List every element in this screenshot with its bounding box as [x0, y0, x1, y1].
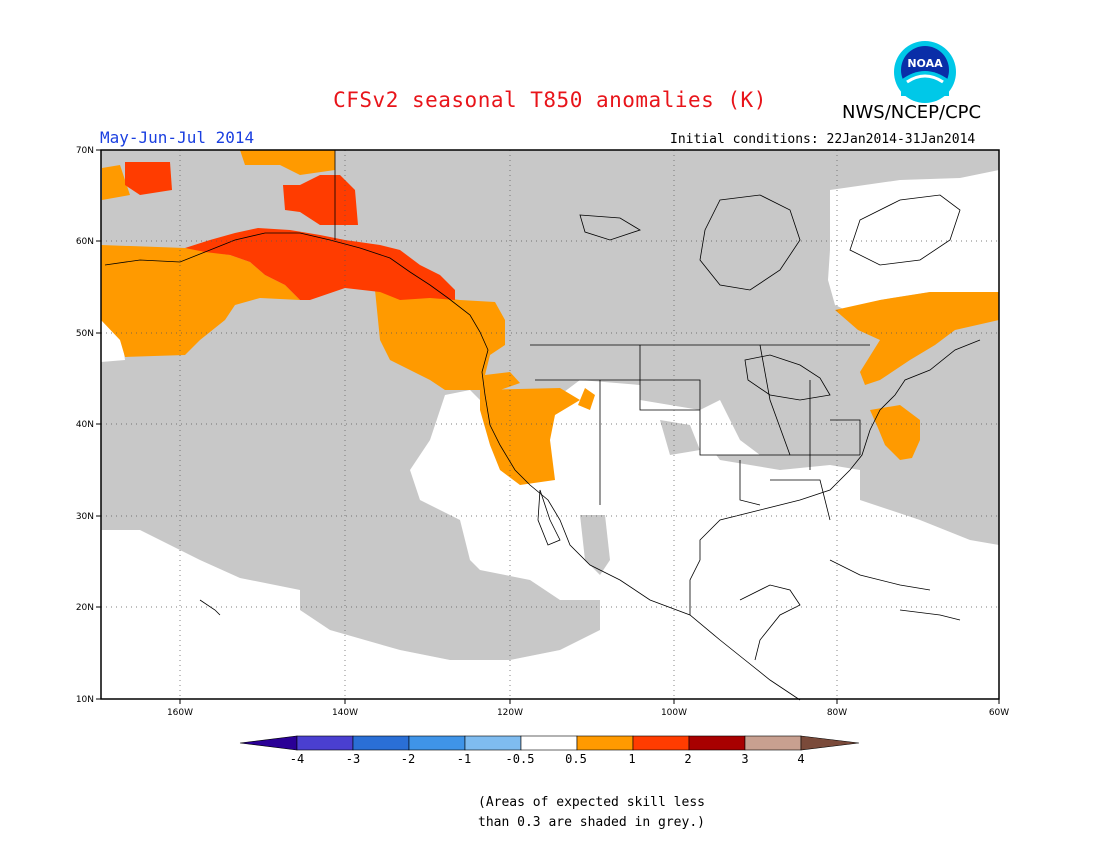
- lon-label-120w: 120W: [497, 708, 523, 718]
- colorbar-tick-labels: -4 -3 -2 -1 -0.5 0.5 1 2 3 4: [0, 752, 1100, 770]
- lon-label-60w: 60W: [989, 708, 1009, 718]
- colorbar-swatch: [296, 735, 354, 751]
- lon-label-100w: 100W: [661, 708, 687, 718]
- initial-conditions: Initial conditions: 22Jan2014-31Jan2014: [670, 132, 976, 147]
- colorbar-tick: 0.5: [565, 752, 587, 766]
- coastlines: [104, 150, 981, 701]
- forecast-period: May-Jun-Jul 2014: [100, 128, 255, 147]
- colorbar-right-arrow: [800, 735, 860, 751]
- footnote-line-2: than 0.3 are shaded in grey.): [478, 815, 705, 830]
- colorbar-swatch: [464, 735, 522, 751]
- colorbar-swatch: [688, 735, 746, 751]
- colorbar-tick: -2: [400, 752, 416, 766]
- colorbar-tick: -1: [456, 752, 472, 766]
- footnote-line-1: (Areas of expected skill less: [478, 795, 705, 810]
- chart-title: CFSv2 seasonal T850 anomalies (K): [333, 88, 767, 112]
- colorbar-swatch: [352, 735, 410, 751]
- anomaly-0.5-to-1: [101, 150, 999, 485]
- colorbar-swatch: [520, 735, 578, 751]
- noaa-logo-icon: NOAA: [894, 41, 956, 103]
- lat-label-70n: 70N: [76, 146, 94, 156]
- lat-label-50n: 50N: [76, 329, 94, 339]
- colorbar-tick: -0.5: [505, 752, 535, 766]
- lat-label-60n: 60N: [76, 237, 94, 247]
- colorbar: [239, 735, 860, 751]
- organization-label: NWS/NCEP/CPC: [842, 102, 982, 123]
- colorbar-swatch: [744, 735, 802, 751]
- colorbar-tick: 4: [797, 752, 805, 766]
- colorbar-tick: 2: [684, 752, 692, 766]
- lat-label-30n: 30N: [76, 512, 94, 522]
- noaa-logo-text: NOAA: [907, 57, 943, 70]
- grey-patches: [580, 420, 900, 575]
- colorbar-left-arrow: [239, 735, 298, 751]
- footnote: (Areas of expected skill less than 0.3 a…: [478, 793, 705, 833]
- lat-label-40n: 40N: [76, 420, 94, 430]
- lon-label-80w: 80W: [827, 708, 847, 718]
- lon-label-160w: 160W: [167, 708, 193, 718]
- colorbar-swatch: [408, 735, 466, 751]
- colorbar-swatch: [576, 735, 634, 751]
- lon-label-140w: 140W: [332, 708, 358, 718]
- lat-label-20n: 20N: [76, 603, 94, 613]
- colorbar-tick: -3: [345, 752, 361, 766]
- anomaly-1-to-2: [125, 162, 455, 300]
- colorbar-swatch: [632, 735, 690, 751]
- colorbar-tick: 3: [741, 752, 749, 766]
- colorbar-tick: -4: [289, 752, 305, 766]
- tick-marks: [96, 149, 1000, 704]
- colorbar-tick: 1: [628, 752, 636, 766]
- lat-label-10n: 10N: [76, 695, 94, 705]
